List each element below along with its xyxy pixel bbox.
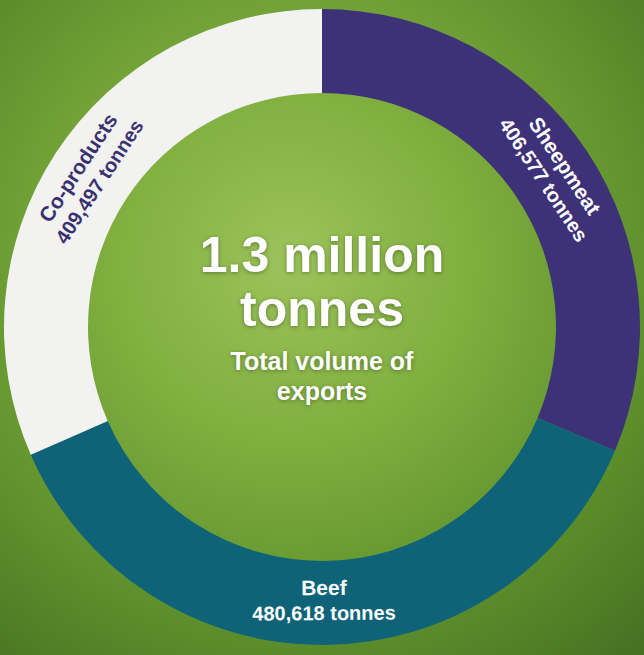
svg-text:Beef: Beef xyxy=(301,576,348,599)
svg-text:480,618 tonnes: 480,618 tonnes xyxy=(252,601,396,624)
svg-text:Sheepmeat: Sheepmeat xyxy=(524,112,606,219)
svg-text:406,577 tonnes: 406,577 tonnes xyxy=(495,114,593,246)
html-text:Total volume of exports: Total volume of exports xyxy=(230,347,414,405)
html-text:1.3 million tonnes: 1.3 million tonnes xyxy=(199,227,445,337)
svg-text:409,497 tonnes: 409,497 tonnes xyxy=(51,115,148,247)
svg-text:Co-products: Co-products xyxy=(34,109,122,227)
